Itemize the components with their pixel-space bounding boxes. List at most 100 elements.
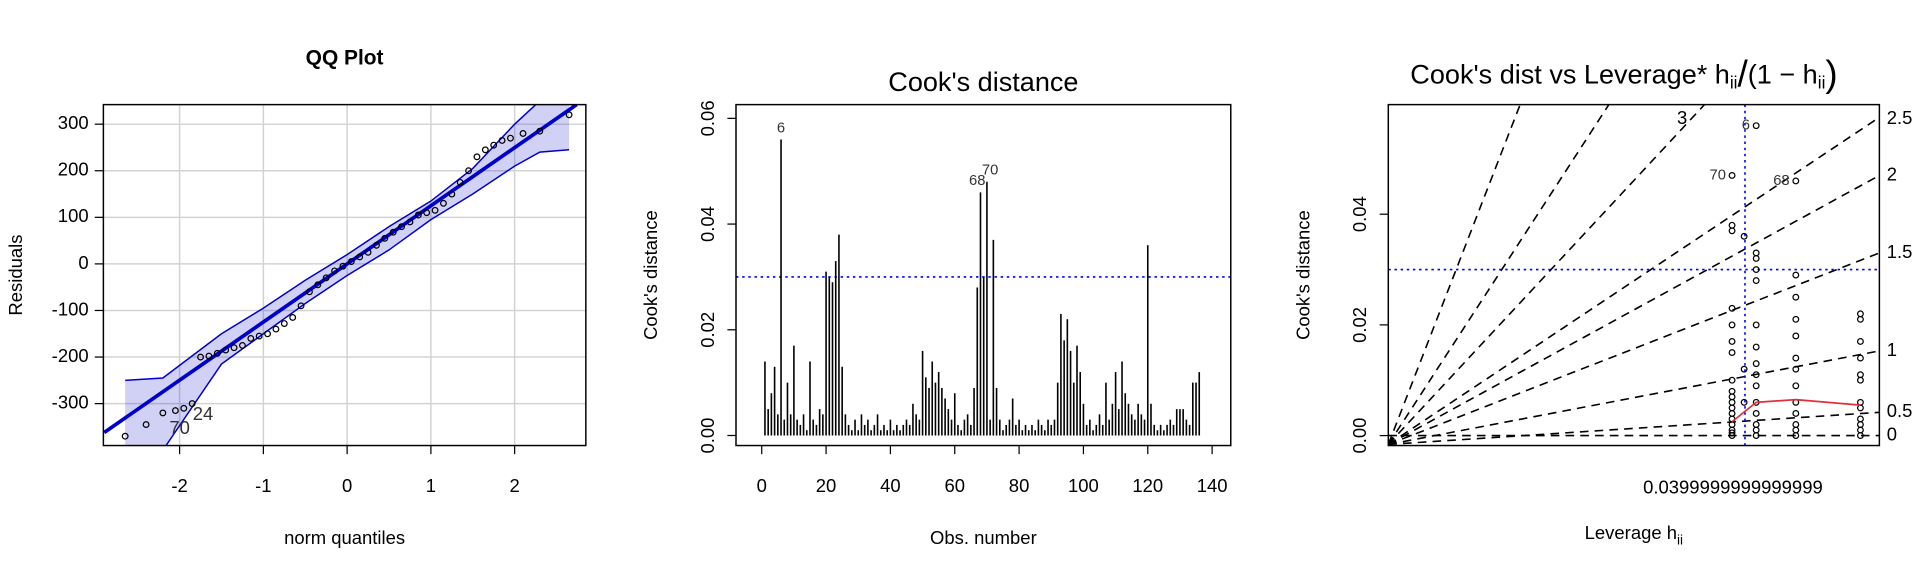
data-point: [1856, 338, 1864, 345]
contour-label: 1: [1887, 339, 1897, 360]
y-axis-label: Cook's distance: [640, 210, 661, 340]
data-point: [297, 302, 305, 310]
data-point: [406, 218, 414, 226]
point-label: 6: [777, 120, 785, 136]
x-label-subscript: ii: [1677, 532, 1683, 547]
data-point: [1752, 343, 1760, 351]
data-point: [171, 407, 179, 415]
data-point: [1752, 382, 1760, 390]
data-point: [1752, 426, 1760, 434]
y-tick-label: 200: [58, 159, 89, 180]
x-axis-label: Obs. number: [930, 527, 1037, 548]
data-point: [1752, 360, 1760, 368]
x-tick-label: -1: [255, 475, 271, 496]
contour-label: 1.5: [1887, 241, 1913, 262]
x-label-part: Leverage h: [1585, 522, 1677, 543]
x-tick-label: 2: [510, 475, 520, 496]
chart-title: Cook's distance: [888, 66, 1078, 97]
data-point: [289, 314, 297, 321]
data-point: [536, 127, 544, 135]
x-tick-label: 60: [944, 475, 965, 496]
title-part: (1 − h: [1748, 58, 1818, 89]
data-point: [322, 274, 330, 282]
x-tick-label: 120: [1132, 475, 1163, 496]
data-point: [1856, 415, 1864, 423]
data-point: [121, 432, 129, 440]
data-point: [1792, 409, 1800, 417]
data-point: [364, 248, 372, 256]
data-point: [1856, 310, 1864, 318]
title-part: Cook's dist vs Leverage* h: [1410, 58, 1730, 89]
data-point: [1728, 227, 1736, 235]
data-point: [1856, 376, 1864, 384]
data-point: [507, 134, 514, 142]
data-point: [1752, 371, 1760, 379]
contour-label: 2.5: [1887, 107, 1913, 128]
y-tick-label: 0.06: [697, 100, 718, 136]
data-point: [1728, 172, 1736, 179]
data-point: [1792, 432, 1800, 440]
y-tick-label: 0.04: [697, 206, 718, 242]
cook-contour: [1388, 104, 1521, 445]
data-point: [490, 141, 498, 149]
data-point: [431, 206, 439, 214]
y-tick-label: 0: [78, 252, 88, 273]
data-point: [1856, 354, 1864, 362]
point-label: 70: [982, 163, 998, 179]
title-part: /: [1738, 53, 1749, 94]
data-point: [280, 320, 288, 327]
data-point: [1728, 393, 1736, 401]
data-point: [414, 211, 422, 219]
point-label: 68: [1773, 173, 1789, 189]
cook-contour: [1388, 411, 1880, 446]
data-point: [398, 223, 406, 231]
data-point: [1728, 321, 1736, 329]
data-point: [1728, 387, 1736, 395]
x-tick-label: 0: [342, 475, 352, 496]
plot-frame: [102, 103, 587, 447]
data-point: [305, 288, 313, 296]
data-point: [423, 209, 431, 217]
contour-label: 0.5: [1887, 400, 1913, 421]
data-point: [247, 334, 255, 342]
data-point: [456, 178, 464, 186]
data-point: [1856, 421, 1864, 428]
plot-area: [103, 104, 586, 446]
data-point: [264, 330, 272, 338]
data-point: [188, 400, 196, 408]
y-axis-label: Cook's distance: [1292, 210, 1313, 340]
y-tick-label: 0.00: [697, 418, 718, 454]
data-point: [498, 137, 506, 144]
title-subscript: ii: [1818, 72, 1826, 92]
data-point: [1856, 404, 1864, 412]
data-point: [1728, 221, 1736, 229]
data-point: [1792, 332, 1800, 340]
point-label: 68: [969, 173, 985, 189]
data-point: [440, 199, 447, 207]
data-point: [331, 267, 339, 275]
y-tick-label: 0.04: [1349, 196, 1370, 232]
smooth-line: [1731, 398, 1861, 423]
data-point: [519, 130, 527, 137]
data-point: [1752, 432, 1760, 440]
data-point: [448, 190, 456, 198]
data-point: [1752, 122, 1760, 130]
data-point: [1856, 426, 1864, 434]
x-tick-label: 20: [816, 475, 837, 496]
y-tick-label: 0.00: [1349, 418, 1370, 454]
data-point: [1752, 421, 1760, 428]
data-point: [1752, 249, 1760, 257]
y-tick-label: -100: [52, 298, 89, 319]
cook-contour: [1388, 116, 1880, 446]
data-point: [1792, 365, 1800, 373]
data-point: [1728, 398, 1736, 406]
x-tick-label: -2: [171, 475, 187, 496]
data-point: [205, 352, 213, 360]
data-point: [180, 404, 188, 412]
data-point: [222, 346, 230, 354]
plot-area: [736, 139, 1231, 436]
plot-frame: [1387, 103, 1881, 447]
data-point: [389, 228, 397, 236]
